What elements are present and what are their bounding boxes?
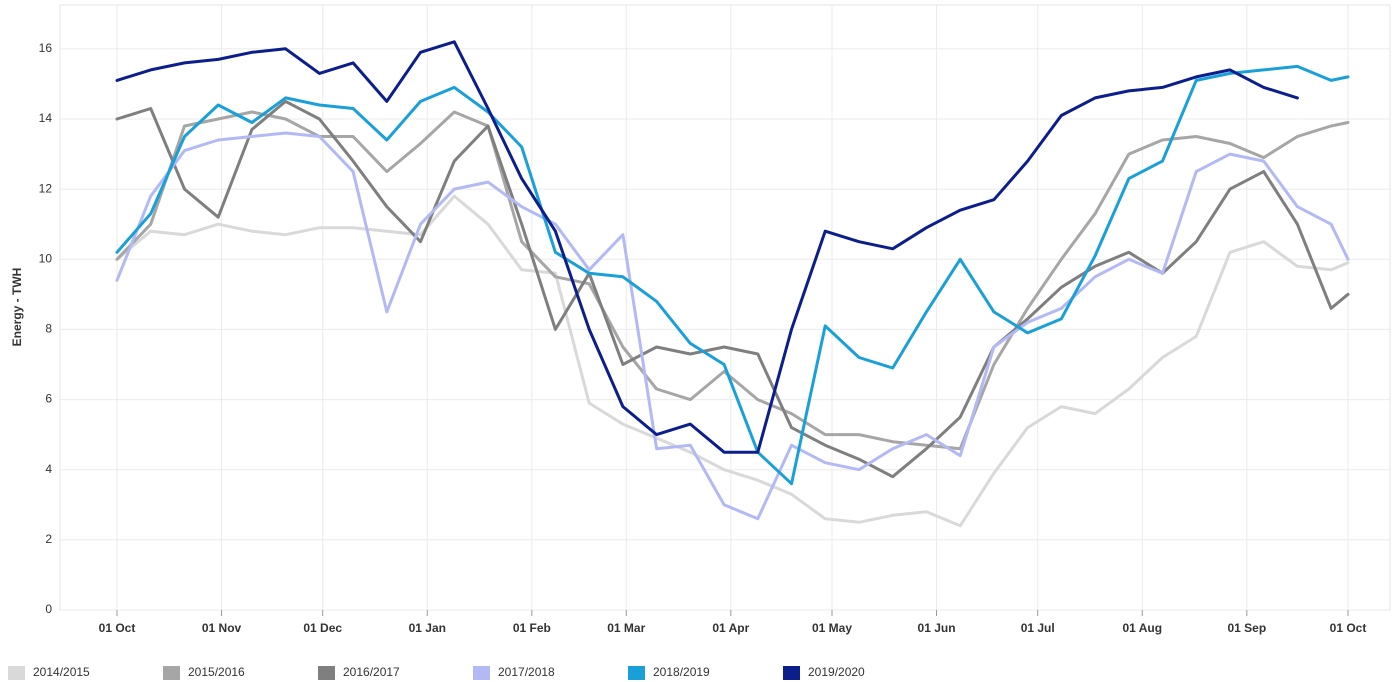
y-tick-label: 8 [45, 322, 52, 336]
x-tick-label: 01 Mar [607, 621, 645, 635]
x-tick-label: 01 Oct [1330, 621, 1367, 635]
y-tick-label: 14 [39, 111, 53, 125]
series-line [115, 40, 1299, 454]
legend-swatch [473, 666, 490, 680]
legend-swatch [8, 666, 25, 680]
y-tick-label: 12 [39, 181, 53, 195]
series-line [115, 194, 1350, 528]
legend-label: 2015/2016 [188, 665, 245, 679]
y-tick-label: 10 [39, 251, 53, 265]
x-tick-label: 01 May [812, 621, 852, 635]
x-tick-label: 01 Aug [1122, 621, 1162, 635]
legend-label: 2017/2018 [498, 665, 555, 679]
series-line [115, 64, 1350, 486]
y-tick-label: 16 [39, 41, 53, 55]
x-tick-label: 01 Jan [409, 621, 446, 635]
legend-label: 2014/2015 [33, 665, 90, 679]
y-tick-label: 0 [45, 602, 52, 616]
x-tick-label: 01 Nov [202, 621, 242, 635]
x-tick-label: 01 Apr [712, 621, 749, 635]
x-tick-label: 01 Feb [513, 621, 551, 635]
legend-swatch [783, 666, 800, 680]
legend-label: 2016/2017 [343, 665, 400, 679]
legend-label: 2018/2019 [653, 665, 710, 679]
legend-label: 2019/2020 [808, 665, 865, 679]
x-tick-label: 01 Sep [1227, 621, 1266, 635]
y-axis-label: Energy - TWH [10, 268, 24, 347]
y-tick-label: 6 [45, 392, 52, 406]
series-line [115, 110, 1350, 451]
x-tick-label: 01 Dec [303, 621, 342, 635]
y-tick-label: 2 [45, 532, 52, 546]
x-tick-label: 01 Oct [99, 621, 136, 635]
y-tick-label: 4 [45, 462, 52, 476]
x-tick-label: 01 Jul [1021, 621, 1055, 635]
legend-swatch [318, 666, 335, 680]
x-tick-label: 01 Jun [918, 621, 956, 635]
series-line [115, 131, 1350, 521]
legend-swatch [163, 666, 180, 680]
legend-swatch [628, 666, 645, 680]
